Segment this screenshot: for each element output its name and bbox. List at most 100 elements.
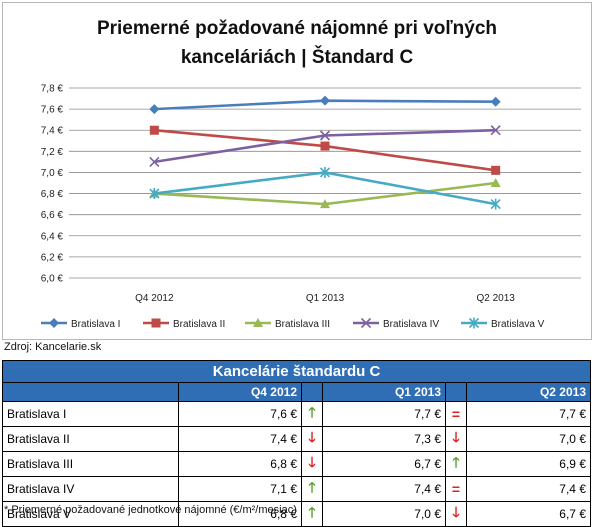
row-label: Bratislava I <box>2 401 179 427</box>
header-spacer <box>445 382 467 402</box>
legend-label: Bratislava V <box>491 319 545 330</box>
source-note: Zdroj: Kancelarie.sk <box>4 341 102 353</box>
data-point <box>490 125 501 136</box>
chart-title-line-1: Priemerné požadované nájomné pri voľných <box>97 18 497 39</box>
data-point <box>320 199 330 209</box>
trend-down-icon: 🡓 <box>301 426 323 452</box>
table-row: Bratislava IV 7,1 € 🡑 7,4 € = 7,4 € <box>2 476 591 502</box>
x-tick-label: Q4 2012 <box>135 293 174 304</box>
x-tick-label: Q2 2013 <box>476 293 515 304</box>
data-point <box>490 96 501 107</box>
x-axis-ticks: Q4 2012 Q1 2013 Q2 2013 <box>135 293 515 304</box>
table-row: Bratislava I 7,6 € 🡑 7,7 € = 7,7 € <box>2 401 591 427</box>
legend-entry: Bratislava V <box>461 317 545 330</box>
data-point <box>360 317 372 329</box>
data-point <box>320 141 330 151</box>
legend-entry: Bratislava I <box>41 318 120 330</box>
trend-down-icon: 🡓 <box>445 501 467 527</box>
table-header-row: Q4 2012 Q1 2013 Q2 2013 <box>2 382 591 402</box>
trend-up-icon: 🡑 <box>301 501 323 527</box>
y-tick-label: 6,6 € <box>41 210 64 221</box>
table-row: Bratislava V 6,8 € 🡑 7,0 € 🡓 6,7 € <box>2 501 591 527</box>
series-3 <box>149 178 501 209</box>
table-row: Bratislava II 7,4 € 🡓 7,3 € 🡓 7,0 € <box>2 426 591 452</box>
x-tick-label: Q1 2013 <box>306 293 345 304</box>
value-q1-2013: 6,7 € <box>322 451 446 477</box>
line-chart: Priemerné požadované nájomné pri voľných… <box>41 18 581 330</box>
data-point <box>151 318 161 328</box>
header-spacer <box>301 382 323 402</box>
legend-entry: Bratislava II <box>143 318 225 330</box>
legend-entry: Bratislava IV <box>353 317 439 330</box>
value-q4-2012: 7,1 € <box>178 476 302 502</box>
value-q2-2013: 7,7 € <box>466 401 591 427</box>
row-label: Bratislava II <box>2 426 179 452</box>
rent-table: Kancelárie štandardu C Q4 2012 Q1 2013 Q… <box>2 360 591 527</box>
header-q1-2013: Q1 2013 <box>322 382 446 402</box>
y-tick-label: 6,4 € <box>41 231 64 242</box>
legend-entry: Bratislava III <box>245 318 330 330</box>
legend-label: Bratislava I <box>71 319 120 330</box>
chart-legend: Bratislava I Bratislava II Bratislava III B… <box>41 317 545 330</box>
value-q1-2013: 7,3 € <box>322 426 446 452</box>
value-q1-2013: 7,7 € <box>322 401 446 427</box>
value-q4-2012: 6,8 € <box>178 451 302 477</box>
table-title: Kancelárie štandardu C <box>2 360 591 383</box>
value-q2-2013: 7,0 € <box>466 426 591 452</box>
legend-label: Bratislava II <box>173 319 225 330</box>
trend-up-icon: 🡑 <box>445 451 467 477</box>
value-q2-2013: 7,4 € <box>466 476 591 502</box>
trend-up-icon: 🡑 <box>301 476 323 502</box>
legend-label: Bratislava III <box>275 319 330 330</box>
trend-down-icon: 🡓 <box>445 426 467 452</box>
data-point <box>319 130 331 141</box>
y-tick-label: 7,4 € <box>41 126 64 137</box>
data-point <box>319 166 331 178</box>
series-5 <box>149 166 501 210</box>
data-point <box>253 318 263 327</box>
row-label: Bratislava III <box>2 451 179 477</box>
y-tick-label: 6,8 € <box>41 189 64 200</box>
data-point <box>320 95 330 106</box>
row-label: Bratislava IV <box>2 476 179 502</box>
trend-same-icon: = <box>445 401 467 427</box>
chart-title-line-2: kanceláriách | Štandard C <box>181 46 414 68</box>
value-q1-2013: 7,4 € <box>322 476 446 502</box>
data-point <box>149 125 159 135</box>
data-point <box>490 178 501 187</box>
data-point <box>149 156 160 167</box>
value-q4-2012: 7,6 € <box>178 401 302 427</box>
trend-up-icon: 🡑 <box>301 401 323 427</box>
chart-grid <box>69 87 581 279</box>
data-point <box>149 188 160 200</box>
table-title-row: Kancelárie štandardu C <box>2 360 591 383</box>
y-tick-label: 6,0 € <box>41 274 64 285</box>
value-q2-2013: 6,9 € <box>466 451 591 477</box>
y-tick-label: 7,8 € <box>41 84 64 95</box>
series-1 <box>149 95 501 115</box>
y-tick-label: 7,6 € <box>41 105 64 116</box>
series-4 <box>149 125 501 167</box>
y-axis-ticks: 7,8 € 7,6 € 7,4 € 7,2 € 7,0 € 6,8 € 6,6 € 6,4 €… <box>41 84 64 285</box>
value-q1-2013: 7,0 € <box>322 501 446 527</box>
header-q4-2012: Q4 2012 <box>178 382 302 402</box>
y-tick-label: 7,0 € <box>41 168 64 179</box>
header-empty-cell <box>2 382 179 402</box>
table-row: Bratislava III 6,8 € 🡓 6,7 € 🡑 6,9 € <box>2 451 591 477</box>
data-point <box>490 198 501 210</box>
value-q4-2012: 7,4 € <box>178 426 302 452</box>
trend-same-icon: = <box>445 476 467 502</box>
y-tick-label: 7,2 € <box>41 147 64 158</box>
data-point <box>491 165 501 175</box>
data-point <box>468 317 480 329</box>
chart-series <box>149 95 501 210</box>
legend-label: Bratislava IV <box>383 319 439 330</box>
footnote: * Priemerné požadované jednotkové nájomn… <box>4 504 297 516</box>
header-q2-2013: Q2 2013 <box>466 382 591 402</box>
trend-down-icon: 🡓 <box>301 451 323 477</box>
chart-container: Priemerné požadované nájomné pri voľných… <box>2 2 592 340</box>
series-2 <box>149 125 501 175</box>
data-point <box>49 318 59 328</box>
y-tick-label: 6,2 € <box>41 252 64 263</box>
value-q2-2013: 6,7 € <box>466 501 591 527</box>
